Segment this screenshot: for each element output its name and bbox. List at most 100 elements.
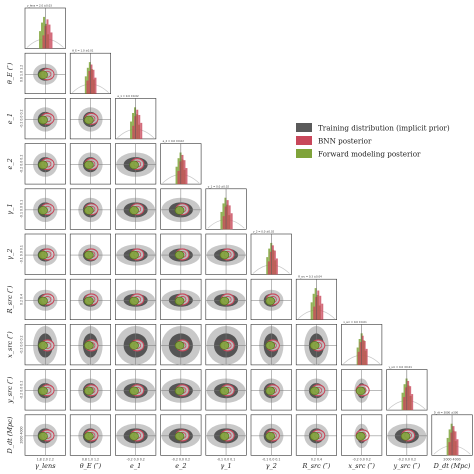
panel-4-2: [115, 188, 157, 230]
panel-5-5: γ_2 = 0.0 ±0.02: [250, 230, 292, 275]
bnn-hist-bar: [134, 116, 137, 139]
fm-contour: [174, 206, 185, 215]
panel-6-0: [24, 278, 66, 321]
bnn-hist-bar: [92, 69, 95, 94]
bnn-hist-bar: [224, 206, 227, 230]
panel-2-0: [24, 98, 66, 140]
fm-contour: [84, 160, 94, 170]
fm-contour: [265, 296, 276, 306]
fm-hist-bar: [266, 257, 269, 275]
panel-7-3: [160, 324, 202, 366]
x-axis-label: γ_1: [220, 462, 231, 470]
y-axis-label: y_src (″): [6, 376, 14, 404]
fm-contour: [174, 431, 185, 441]
corner-panels: γ_lens = 2.0 ±0.03 θ_E = 1.0 ±0.01 e_1 = 0…: [24, 4, 473, 456]
panel-5-0: [24, 233, 66, 275]
y-tick-labels: 0.2 0.4: [20, 294, 24, 305]
fm-hist-bar: [310, 302, 313, 320]
fm-contour: [38, 341, 48, 350]
x-axis-label: e_2: [175, 462, 186, 470]
bnn-hist-bar: [313, 306, 316, 320]
y-axis-label: e_1: [6, 113, 14, 124]
panel-3-0: [24, 143, 66, 185]
diag-title: y_src = 0.0 ±0.01: [389, 365, 413, 369]
bnn-hist-bar: [185, 168, 188, 185]
fm-contour: [265, 341, 276, 350]
legend: Training distribution (implicit prior) B…: [296, 123, 450, 159]
panel-2-1: [69, 98, 111, 140]
bnn-hist-bar: [403, 396, 406, 411]
panel-9-1: [69, 414, 111, 456]
bnn-hist-bar: [363, 340, 366, 365]
panel-8-8: y_src = 0.0 ±0.01: [386, 365, 428, 411]
y-tick-labels: -0.2 0.0 0.2: [20, 155, 24, 173]
fm-contour: [38, 431, 48, 441]
bnn-hist-bar: [365, 348, 368, 365]
fm-hist-bar: [84, 76, 87, 94]
bnn-hist-bar: [230, 213, 233, 230]
fm-contour: [129, 341, 139, 350]
y-tick-labels: 0.8 1.0 1.2: [20, 65, 24, 82]
y-axis-label: D_dt (Mpc): [6, 416, 14, 454]
bnn-hist-bar: [456, 439, 459, 456]
bnn-hist-bar: [179, 161, 182, 185]
bnn-hist-bar: [228, 205, 231, 230]
fm-contour: [38, 250, 48, 260]
fm-contour: [219, 431, 230, 441]
legend-swatch-fm: [296, 149, 312, 158]
y-axis-label: e_2: [6, 158, 14, 169]
panel-9-7: [341, 414, 383, 456]
y-tick-labels: -0.2 0.0 0.2: [20, 381, 24, 399]
y-axis-label: x_src (″): [6, 331, 14, 358]
bnn-hist-bar: [321, 303, 324, 320]
y-tick-labels: -0.2 0.0 0.2: [20, 109, 24, 127]
bnn-hist-bar: [409, 386, 412, 411]
fm-contour: [84, 206, 94, 215]
fm-contour: [355, 431, 366, 441]
fm-contour: [38, 296, 48, 306]
panel-4-4: γ_1 = 0.0 ±0.02: [205, 184, 247, 230]
bnn-hist-bar: [319, 295, 322, 320]
panel-7-7: x_src = 0.0 ±0.01: [341, 320, 383, 366]
fm-contour: [174, 386, 185, 396]
bnn-hist-bar: [452, 426, 455, 456]
fm-contour: [219, 296, 230, 306]
bnn-hist-bar: [271, 245, 274, 275]
panel-5-1: [69, 233, 111, 275]
diag-title: e_2 = 0.0 ±0.02: [163, 139, 185, 143]
bnn-hist-bar: [359, 342, 362, 365]
fm-contour: [265, 386, 276, 396]
x-axis-label: γ_2: [266, 462, 277, 470]
y-tick-labels: -0.1 0.0 0.1: [20, 245, 24, 263]
x-tick-labels: 2000 4000: [443, 457, 460, 461]
diag-title: γ_lens = 2.0 ±0.03: [27, 4, 52, 8]
panel-9-2: [115, 414, 157, 456]
panel-5-2: [115, 233, 157, 275]
bnn-hist-bar: [46, 19, 49, 49]
fm-contour: [38, 206, 48, 215]
fm-hist-bar: [401, 392, 404, 411]
legend-label-prior: Training distribution (implicit prior): [318, 124, 450, 133]
diag-title: γ_1 = 0.0 ±0.02: [208, 184, 230, 188]
panel-6-1: [69, 278, 111, 321]
panel-5-3: [160, 233, 202, 275]
bnn-hist-bar: [138, 114, 141, 139]
x-tick-labels: -0.2 0.0 0.2: [126, 457, 144, 461]
bnn-hist-bar: [361, 335, 364, 365]
fm-contour: [129, 296, 139, 306]
panel-1-1: θ_E = 1.0 ±0.01: [69, 49, 111, 95]
fm-contour: [84, 250, 94, 260]
panel-9-5: [250, 414, 292, 456]
x-tick-labels: -0.1 0.0 0.1: [262, 457, 280, 461]
legend-label-fm: Forward modeling posterior: [318, 150, 421, 159]
diag-title: x_src = 0.0 ±0.01: [343, 320, 367, 324]
legend-label-bnn: BNN posterior: [318, 137, 372, 146]
y-axis-label: θ_E (″): [6, 62, 14, 84]
x-tick-labels: -0.1 0.0 0.1: [217, 457, 235, 461]
panel-8-6: [295, 369, 338, 411]
x-tick-labels: 0.8 1.0 1.2: [82, 457, 99, 461]
panel-7-0: [24, 324, 66, 366]
bnn-hist-bar: [140, 122, 143, 139]
panel-8-3: [160, 369, 202, 411]
